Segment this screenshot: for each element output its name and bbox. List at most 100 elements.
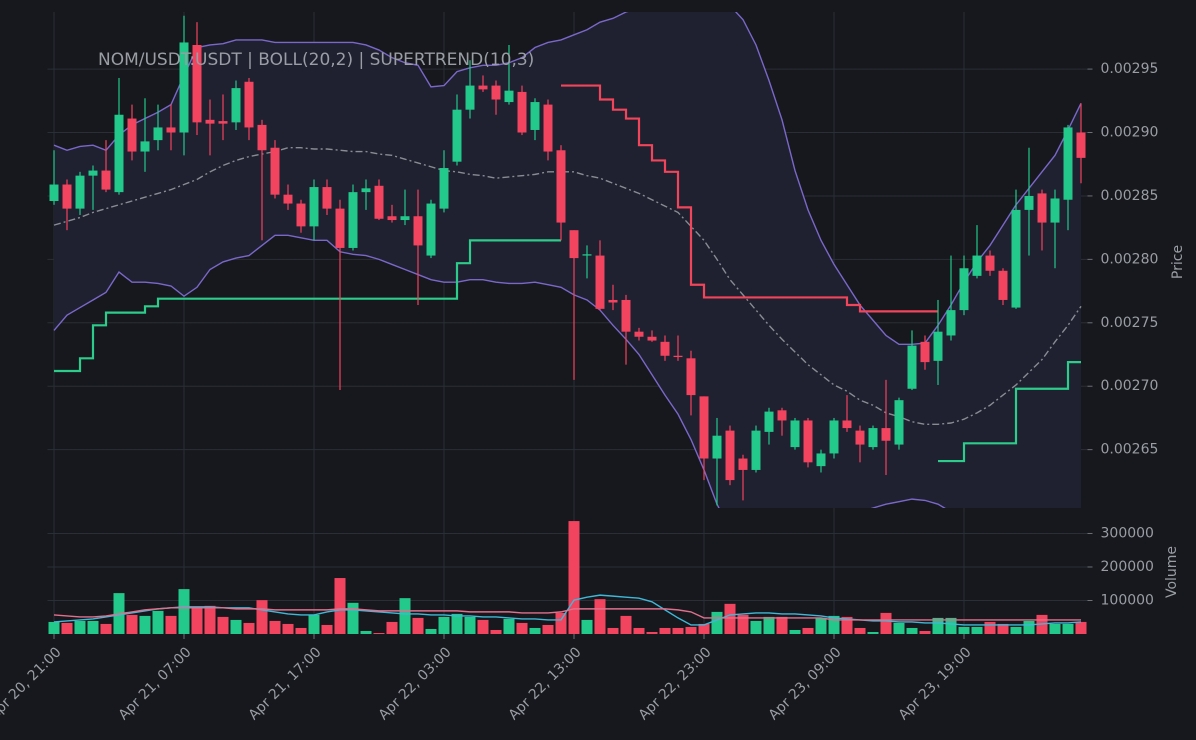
volume-bar xyxy=(607,627,619,634)
volume-bar xyxy=(61,622,73,634)
volume-bar xyxy=(555,612,567,634)
candle-body xyxy=(140,141,150,152)
candle-body xyxy=(309,187,319,227)
candle-body xyxy=(491,85,501,100)
candle-body xyxy=(907,345,917,389)
volume-bar xyxy=(347,602,359,634)
candle-body xyxy=(660,341,670,356)
volume-bar xyxy=(685,626,697,634)
candle-body xyxy=(426,203,436,256)
candle-body xyxy=(920,341,930,363)
volume-bar xyxy=(464,616,476,634)
supertrend-line xyxy=(54,239,561,373)
chart-title: NOM/USDT:USDT | BOLL(20,2) | SUPERTREND(… xyxy=(98,50,534,70)
candle-body xyxy=(738,458,748,470)
candle-body xyxy=(1011,209,1021,308)
volume-bar xyxy=(438,616,450,634)
volume-bar xyxy=(100,623,112,634)
supertrend-line xyxy=(561,84,938,313)
volume-bar xyxy=(802,627,814,634)
volume-bar xyxy=(1010,626,1022,634)
volume-bar xyxy=(178,589,190,634)
y-tick-label: 0.00290 xyxy=(1101,125,1159,141)
candle-body xyxy=(361,188,371,193)
volume-bar xyxy=(854,627,866,634)
candle-body xyxy=(894,400,904,445)
band-line xyxy=(53,12,1082,346)
volume-bar xyxy=(789,629,801,634)
volume-bar xyxy=(932,617,944,634)
volume-bar xyxy=(659,627,671,634)
volume-bar xyxy=(373,632,385,634)
volume-bar xyxy=(1075,621,1087,634)
volume-bar xyxy=(360,630,372,634)
candle-body xyxy=(621,299,631,332)
candle-body xyxy=(192,44,202,123)
candle-body xyxy=(88,170,98,176)
volume-bar xyxy=(334,578,346,634)
volume-bar xyxy=(139,615,151,634)
volume-bar xyxy=(412,617,424,634)
volume-bar xyxy=(997,623,1009,634)
volume-bar xyxy=(230,619,242,634)
volume-bar xyxy=(919,630,931,634)
candle-body xyxy=(764,411,774,432)
candle-body xyxy=(296,203,306,227)
candle-body xyxy=(322,187,332,209)
volume-bar xyxy=(568,521,580,634)
candle-body xyxy=(62,184,72,209)
candle-body xyxy=(101,170,111,190)
y-tick-label: 0.00295 xyxy=(1101,61,1159,77)
candle-body xyxy=(439,168,449,209)
candle-body xyxy=(1063,127,1073,200)
volume-bar xyxy=(451,613,463,634)
volume-bar xyxy=(386,621,398,634)
candle-body xyxy=(946,310,956,336)
candle-body xyxy=(114,114,124,193)
volume-bar xyxy=(204,605,216,634)
volume-bar xyxy=(971,626,983,634)
volume-bar xyxy=(48,621,60,634)
candle-body xyxy=(348,192,358,248)
volume-bar xyxy=(867,631,879,634)
volume-bar xyxy=(295,627,307,634)
volume-bar xyxy=(880,612,892,634)
candle-body xyxy=(725,430,735,481)
y-tick-label: 300000 xyxy=(1101,525,1154,541)
candle-body xyxy=(517,91,527,133)
volume-bar xyxy=(1049,623,1061,634)
volume-bar xyxy=(763,616,775,634)
y-axis-label: Volume xyxy=(1164,546,1180,598)
candle-body xyxy=(816,453,826,467)
candle-body xyxy=(868,428,878,448)
candle-body xyxy=(777,410,787,421)
volume-bar xyxy=(776,616,788,634)
plot xyxy=(48,12,1087,634)
volume-bar xyxy=(828,615,840,634)
volume-bar xyxy=(516,622,528,634)
candle-body xyxy=(634,331,644,337)
candle-body xyxy=(270,147,280,195)
candle-body xyxy=(933,331,943,361)
volume-bar xyxy=(1062,623,1074,634)
volume-bar xyxy=(906,627,918,634)
y-tick-label: 0.00270 xyxy=(1101,378,1159,394)
volume-bar xyxy=(425,628,437,634)
volume-bar xyxy=(698,623,710,634)
y-tick-label: 100000 xyxy=(1101,592,1154,608)
candle-body xyxy=(530,102,540,130)
candle-body xyxy=(504,90,514,103)
candle-body xyxy=(751,430,761,470)
volume-bar xyxy=(308,614,320,634)
y-tick-label: 0.00280 xyxy=(1101,251,1159,267)
volume-bar xyxy=(1023,620,1035,634)
candle-body xyxy=(1050,198,1060,223)
candle-body xyxy=(387,216,397,221)
y-tick-label: 200000 xyxy=(1101,559,1154,575)
band-line xyxy=(53,234,946,508)
volume-bar xyxy=(737,614,749,634)
candle-body xyxy=(647,336,657,341)
volume-bar xyxy=(256,600,268,634)
volume-bar xyxy=(815,617,827,634)
